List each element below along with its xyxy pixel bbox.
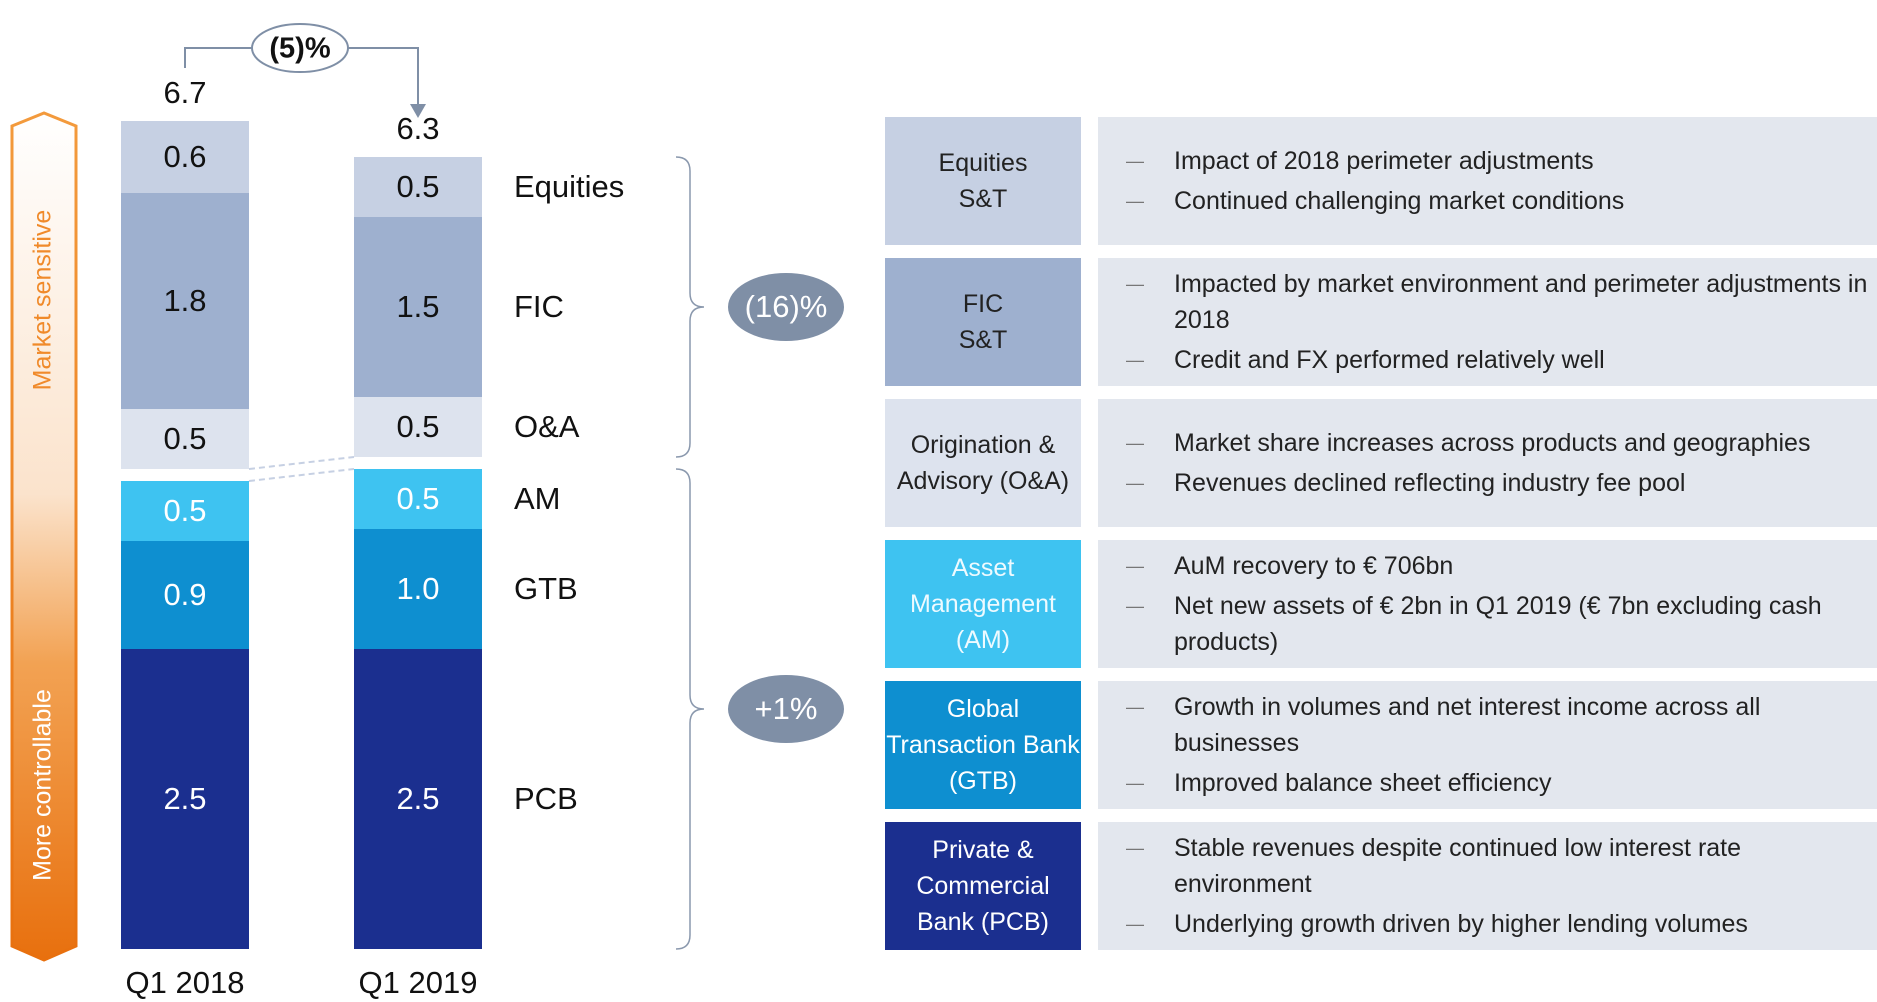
segment-label: 0.5 bbox=[396, 169, 439, 204]
table-row: Private & Commercial Bank (PCB)Stable re… bbox=[885, 822, 1877, 950]
segment-label: 0.9 bbox=[163, 577, 206, 612]
segment-label: 0.5 bbox=[163, 493, 206, 528]
legend-label: FIC bbox=[514, 289, 564, 324]
row-body: Impact of 2018 perimeter adjustments Cont… bbox=[1098, 117, 1877, 245]
change-label: (5)% bbox=[269, 33, 330, 65]
legend-label: Equities bbox=[514, 169, 624, 204]
segment-label: 0.5 bbox=[396, 409, 439, 444]
row-label: Origination & Advisory (O&A) bbox=[885, 399, 1081, 527]
bullet: Stable revenues despite continued low in… bbox=[1098, 830, 1877, 902]
total-label: 6.7 bbox=[163, 75, 206, 110]
segment-label: 1.5 bbox=[396, 289, 439, 324]
group-label: +1% bbox=[755, 691, 818, 726]
change-bubble bbox=[251, 23, 349, 73]
row-body: Impacted by market environment and perim… bbox=[1098, 258, 1877, 386]
bullet: Impacted by market environment and perim… bbox=[1098, 266, 1877, 338]
bar-segment bbox=[121, 649, 249, 949]
bullet: Credit and FX performed relatively well bbox=[1098, 342, 1877, 378]
bar-segment bbox=[121, 193, 249, 409]
bullet: Continued challenging market conditions bbox=[1098, 183, 1877, 219]
bullet: Underlying growth driven by higher lendi… bbox=[1098, 906, 1877, 942]
table-row: FIC S&TImpacted by market environment an… bbox=[885, 258, 1877, 386]
row-label: Equities S&T bbox=[885, 117, 1081, 245]
bar-segment bbox=[354, 217, 482, 397]
arrow-label: More controllable bbox=[29, 689, 57, 881]
legend-label: GTB bbox=[514, 571, 578, 606]
row-label: Private & Commercial Bank (PCB) bbox=[885, 822, 1081, 950]
table-row: Equities S&TImpact of 2018 perimeter adj… bbox=[885, 117, 1877, 245]
connector bbox=[248, 468, 355, 482]
bullet: Net new assets of € 2bn in Q1 2019 (€ 7b… bbox=[1098, 588, 1877, 660]
row-body: Stable revenues despite continued low in… bbox=[1098, 822, 1877, 950]
bar-segment bbox=[121, 541, 249, 649]
bullet: Improved balance sheet efficiency bbox=[1098, 765, 1877, 801]
table-row: Asset Management (AM)AuM recovery to € 7… bbox=[885, 540, 1877, 668]
bar-segment bbox=[121, 121, 249, 193]
bar-segment bbox=[354, 529, 482, 649]
bar-segment bbox=[121, 409, 249, 469]
segment-label: 0.6 bbox=[163, 139, 206, 174]
bar-segment bbox=[354, 157, 482, 217]
row-body: Growth in volumes and net interest incom… bbox=[1098, 681, 1877, 809]
brace bbox=[675, 156, 705, 458]
bullet: AuM recovery to € 706bn bbox=[1098, 548, 1877, 584]
row-label: Asset Management (AM) bbox=[885, 540, 1081, 668]
row-body: AuM recovery to € 706bn Net new assets of… bbox=[1098, 540, 1877, 668]
segment-label: 0.5 bbox=[396, 481, 439, 516]
group-label: (16)% bbox=[745, 289, 828, 324]
bar-segment bbox=[354, 649, 482, 949]
segment-label: 2.5 bbox=[396, 781, 439, 816]
bullet: Impact of 2018 perimeter adjustments bbox=[1098, 143, 1877, 179]
segment-label: 0.5 bbox=[163, 421, 206, 456]
legend-label: AM bbox=[514, 481, 561, 516]
table-row: Origination & Advisory (O&A) Market share… bbox=[885, 399, 1877, 527]
change-line bbox=[184, 47, 419, 108]
segment-label: 1.0 bbox=[396, 571, 439, 606]
x-tick-label: Q1 2019 bbox=[359, 965, 478, 1000]
connector bbox=[248, 456, 355, 470]
bullet: Market share increases across products a… bbox=[1098, 425, 1877, 461]
row-body: Market share increases across products a… bbox=[1098, 399, 1877, 527]
row-label: FIC S&T bbox=[885, 258, 1081, 386]
legend-label: PCB bbox=[514, 781, 578, 816]
bullet: Growth in volumes and net interest incom… bbox=[1098, 689, 1877, 761]
segment-label: 2.5 bbox=[163, 781, 206, 816]
row-label: Global Transaction Bank (GTB) bbox=[885, 681, 1081, 809]
legend-label: O&A bbox=[514, 409, 580, 444]
vertical-arrow bbox=[10, 111, 78, 962]
group-bubble bbox=[728, 273, 844, 341]
arrow-head bbox=[410, 104, 426, 118]
segment-label: 1.8 bbox=[163, 283, 206, 318]
bar-segment bbox=[354, 397, 482, 457]
bar-segment bbox=[121, 481, 249, 541]
table-row: Global Transaction Bank (GTB)Growth in v… bbox=[885, 681, 1877, 809]
arrow-label: Market sensitive bbox=[29, 210, 57, 391]
bar-segment bbox=[354, 469, 482, 529]
brace bbox=[675, 468, 705, 950]
group-bubble bbox=[728, 675, 844, 743]
bullet: Revenues declined reflecting industry fe… bbox=[1098, 465, 1877, 501]
x-tick-label: Q1 2018 bbox=[126, 965, 245, 1000]
